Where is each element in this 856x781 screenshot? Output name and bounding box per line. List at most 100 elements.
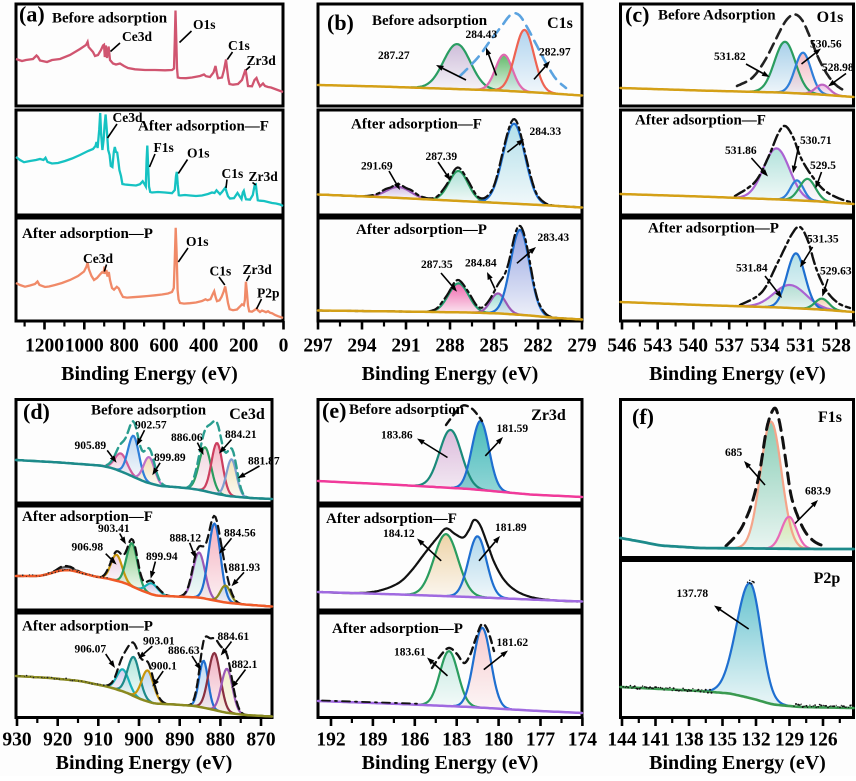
- svg-text:1000: 1000: [65, 336, 104, 357]
- svg-text:884.56: 884.56: [224, 528, 256, 540]
- svg-text:After adsorption—F: After adsorption—F: [326, 511, 457, 527]
- svg-text:903.41: 903.41: [98, 523, 130, 535]
- svg-text:After adsorption—F: After adsorption—F: [22, 509, 153, 525]
- svg-text:After adsorption—P: After adsorption—P: [332, 621, 463, 637]
- svg-text:546: 546: [607, 336, 637, 357]
- svg-text:183.86: 183.86: [381, 430, 413, 442]
- svg-text:O1s: O1s: [817, 9, 844, 26]
- svg-text:After adsorption—F: After adsorption—F: [138, 119, 269, 135]
- svg-text:900.1: 900.1: [151, 661, 177, 673]
- svg-text:899.89: 899.89: [154, 452, 186, 464]
- svg-text:After adsorption—P: After adsorption—P: [356, 222, 487, 238]
- svg-text:Zr3d: Zr3d: [531, 407, 566, 424]
- svg-text:135: 135: [708, 730, 738, 751]
- svg-text:Zr3d: Zr3d: [243, 262, 273, 277]
- svg-text:297: 297: [303, 336, 333, 357]
- svg-text:(f): (f): [632, 404, 654, 429]
- svg-text:Binding Energy (eV): Binding Energy (eV): [649, 363, 826, 385]
- svg-text:P2p: P2p: [814, 570, 841, 587]
- svg-text:Before adsorption: Before adsorption: [91, 403, 207, 419]
- svg-text:Ce3d: Ce3d: [229, 406, 265, 423]
- svg-text:537: 537: [715, 336, 745, 357]
- svg-text:282.97: 282.97: [539, 47, 571, 59]
- svg-text:After adsorption—P: After adsorption—P: [22, 226, 153, 242]
- svg-text:284.33: 284.33: [530, 126, 562, 138]
- svg-text:902.57: 902.57: [135, 420, 167, 432]
- svg-text:905.89: 905.89: [75, 440, 107, 452]
- svg-text:543: 543: [643, 336, 673, 357]
- svg-text:183.61: 183.61: [394, 647, 426, 659]
- svg-text:930: 930: [2, 730, 31, 751]
- svg-text:Binding Energy (eV): Binding Energy (eV): [56, 752, 233, 774]
- svg-text:284.84: 284.84: [465, 258, 497, 270]
- svg-text:O1s: O1s: [187, 146, 210, 161]
- svg-text:Ce3d: Ce3d: [83, 251, 113, 266]
- svg-text:After adsorption—F: After adsorption—F: [635, 113, 766, 129]
- svg-text:287.27: 287.27: [378, 50, 410, 62]
- svg-text:531.86: 531.86: [725, 145, 757, 157]
- svg-text:137.78: 137.78: [677, 588, 709, 600]
- svg-text:Before Adsorption: Before Adsorption: [658, 8, 776, 24]
- svg-text:906.98: 906.98: [72, 542, 104, 554]
- svg-text:540: 540: [679, 336, 708, 357]
- svg-text:284.43: 284.43: [466, 29, 498, 41]
- svg-text:1200: 1200: [25, 336, 64, 357]
- svg-text:886.63: 886.63: [168, 645, 200, 657]
- svg-text:Ce3d: Ce3d: [113, 110, 143, 125]
- svg-text:P2p: P2p: [257, 286, 280, 301]
- svg-text:Ce3d: Ce3d: [122, 29, 152, 44]
- svg-text:400: 400: [189, 336, 218, 357]
- svg-text:910: 910: [84, 730, 113, 751]
- svg-text:800: 800: [110, 336, 139, 357]
- svg-text:O1s: O1s: [186, 234, 209, 249]
- svg-text:141: 141: [641, 730, 670, 751]
- svg-text:C1s: C1s: [228, 38, 250, 53]
- svg-text:890: 890: [165, 730, 194, 751]
- svg-text:Binding Energy (eV): Binding Energy (eV): [362, 363, 539, 385]
- svg-text:181.59: 181.59: [497, 423, 529, 435]
- svg-text:287.35: 287.35: [421, 259, 453, 271]
- svg-text:129: 129: [775, 730, 805, 751]
- svg-text:291.69: 291.69: [361, 161, 393, 173]
- svg-text:685: 685: [725, 447, 743, 459]
- svg-text:880: 880: [206, 730, 235, 751]
- svg-text:183: 183: [442, 730, 472, 751]
- svg-text:530.71: 530.71: [800, 135, 832, 147]
- svg-text:282: 282: [523, 336, 552, 357]
- svg-text:Before adsorption: Before adsorption: [372, 13, 488, 29]
- svg-text:Zr3d: Zr3d: [249, 169, 279, 184]
- svg-text:C1s: C1s: [210, 264, 232, 279]
- svg-text:Binding Energy (eV): Binding Energy (eV): [61, 363, 238, 385]
- svg-text:126: 126: [808, 730, 838, 751]
- svg-text:184.12: 184.12: [383, 528, 415, 540]
- svg-text:531.84: 531.84: [736, 263, 768, 275]
- svg-text:529.63: 529.63: [820, 266, 852, 278]
- svg-text:C1s: C1s: [222, 166, 244, 181]
- svg-text:(a): (a): [19, 2, 45, 27]
- svg-text:(d): (d): [23, 399, 50, 424]
- svg-text:After adsorption—F: After adsorption—F: [351, 117, 482, 133]
- svg-text:529.5: 529.5: [810, 160, 836, 172]
- svg-text:920: 920: [43, 730, 72, 751]
- svg-text:144: 144: [607, 730, 637, 751]
- svg-text:882.1: 882.1: [232, 659, 258, 671]
- svg-text:528: 528: [822, 336, 852, 357]
- svg-text:903.01: 903.01: [143, 636, 175, 648]
- svg-text:279: 279: [567, 336, 597, 357]
- svg-text:881.93: 881.93: [229, 562, 261, 574]
- svg-text:186: 186: [400, 730, 430, 751]
- svg-text:180: 180: [484, 730, 513, 751]
- svg-text:528.98: 528.98: [822, 62, 854, 74]
- svg-text:Binding Energy (eV): Binding Energy (eV): [649, 752, 826, 774]
- svg-text:C1s: C1s: [547, 15, 573, 32]
- svg-text:181.62: 181.62: [497, 637, 529, 649]
- svg-text:177: 177: [526, 730, 556, 751]
- svg-text:0: 0: [279, 336, 289, 357]
- svg-text:600: 600: [149, 336, 178, 357]
- svg-text:285: 285: [479, 336, 509, 357]
- svg-text:683.9: 683.9: [805, 486, 831, 498]
- svg-text:900: 900: [124, 730, 153, 751]
- svg-text:(e): (e): [322, 398, 346, 423]
- svg-text:906.07: 906.07: [75, 644, 107, 656]
- svg-text:283.43: 283.43: [538, 232, 570, 244]
